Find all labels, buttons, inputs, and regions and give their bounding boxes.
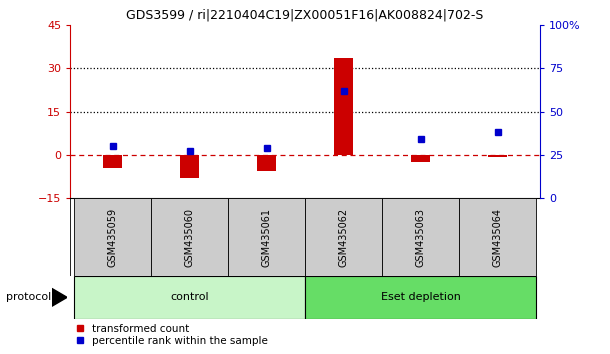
Text: GSM435059: GSM435059	[107, 207, 118, 267]
Bar	[305, 276, 536, 319]
Bar	[103, 155, 122, 168]
Bar	[151, 198, 228, 276]
Bar	[382, 198, 459, 276]
Text: GDS3599 / ri|2210404C19|ZX00051F16|AK008824|702-S: GDS3599 / ri|2210404C19|ZX00051F16|AK008…	[126, 9, 484, 22]
Bar	[257, 155, 276, 171]
Text: control: control	[170, 292, 209, 302]
Bar	[411, 155, 430, 162]
Text: GSM435061: GSM435061	[262, 208, 271, 267]
Text: GSM435060: GSM435060	[184, 208, 195, 267]
Text: GSM435062: GSM435062	[339, 207, 348, 267]
Bar	[305, 198, 382, 276]
Bar	[74, 276, 305, 319]
Text: GSM435064: GSM435064	[492, 208, 503, 267]
Bar	[180, 155, 199, 178]
Bar	[74, 198, 151, 276]
Bar	[334, 58, 353, 155]
Bar	[228, 198, 305, 276]
Bar	[488, 155, 507, 157]
Bar	[459, 198, 536, 276]
Polygon shape	[52, 289, 67, 306]
Text: GSM435063: GSM435063	[415, 208, 426, 267]
Text: Eset depletion: Eset depletion	[381, 292, 461, 302]
Legend: transformed count, percentile rank within the sample: transformed count, percentile rank withi…	[76, 324, 268, 346]
Text: protocol: protocol	[6, 292, 51, 302]
